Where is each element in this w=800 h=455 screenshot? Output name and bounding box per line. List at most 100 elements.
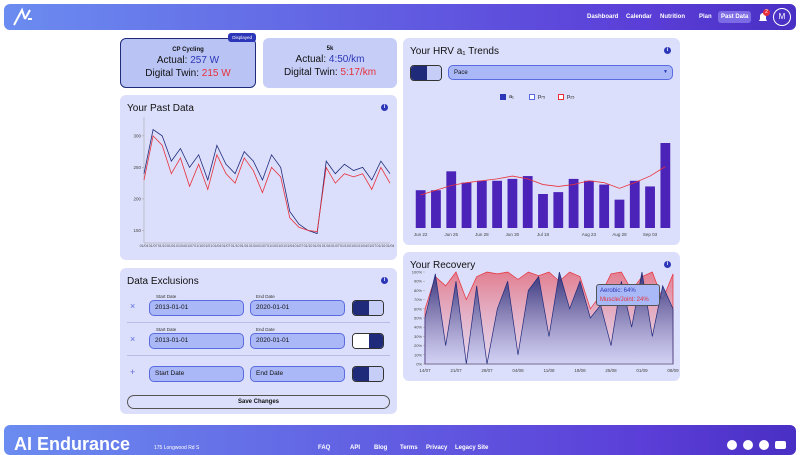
- x-tick-label: 01/04: [140, 244, 149, 248]
- field-label: End Date: [256, 294, 275, 299]
- label: Actual:: [295, 54, 327, 65]
- nav-link[interactable]: Nutrition: [660, 14, 685, 20]
- badge: Displayed: [228, 33, 256, 42]
- actual: Actual: 257 W: [121, 55, 255, 66]
- info-icon[interactable]: i: [381, 277, 388, 284]
- sport-toggle[interactable]: [352, 300, 384, 316]
- footer-link[interactable]: API: [350, 445, 361, 451]
- trend-line: [420, 166, 666, 196]
- twin: Digital Twin: 5:17/km: [263, 67, 397, 78]
- x-tick-label: 01/07: [258, 244, 267, 248]
- x-tick-label: 14/07: [419, 368, 431, 373]
- nav-link[interactable]: Dashboard: [587, 14, 619, 20]
- y-tick-label: 40%: [414, 325, 422, 330]
- x-tick-label: 01/10: [158, 244, 167, 248]
- remove-icon[interactable]: ×: [130, 334, 136, 344]
- run-option: [353, 367, 369, 381]
- dropdown[interactable]: Pace: [448, 65, 673, 80]
- checkbox[interactable]: [500, 94, 506, 100]
- info-icon[interactable]: i: [664, 47, 671, 54]
- facebook-icon[interactable]: [743, 440, 753, 450]
- x-tick-label: Jul 18: [537, 232, 550, 237]
- x-tick-label: 01/07: [367, 244, 376, 248]
- bar: [431, 190, 441, 228]
- value: 215 W: [201, 68, 231, 79]
- footer-link[interactable]: Terms: [400, 445, 418, 451]
- bar: [553, 192, 564, 228]
- youtube-icon[interactable]: [775, 441, 786, 449]
- sport-toggle[interactable]: [352, 366, 384, 382]
- save-button[interactable]: Save Changes: [127, 395, 390, 409]
- remove-icon[interactable]: ×: [130, 301, 136, 311]
- bike-option: [369, 301, 383, 315]
- nav-link-active[interactable]: Past Data: [718, 11, 752, 23]
- x-tick-label: Jun 28: [475, 232, 489, 237]
- y-tick-label: 10%: [414, 352, 422, 357]
- x-tick-label: 08/09: [667, 368, 679, 373]
- divider: [127, 322, 390, 323]
- checkbox[interactable]: [529, 94, 535, 100]
- x-tick-label: Sep 03: [643, 232, 658, 237]
- twin: Digital Twin: 215 W: [121, 68, 255, 79]
- instagram-icon[interactable]: [727, 440, 737, 450]
- value: 5:17/km: [340, 67, 377, 78]
- end-date-input[interactable]: End Date: [250, 366, 345, 382]
- value: 4:50/km: [328, 54, 365, 65]
- y-tick-label: 150: [133, 228, 141, 233]
- y-tick-label: 70%: [414, 297, 422, 302]
- bike-option[interactable]: [427, 66, 441, 80]
- x-tick-label: Jun 30: [506, 232, 520, 237]
- y-tick-label: 0%: [416, 362, 422, 367]
- sport-toggle[interactable]: [410, 65, 442, 81]
- tooltip-line: Muscle/Joint: 24%: [600, 297, 649, 303]
- bar: [599, 184, 610, 228]
- end-date-input[interactable]: 2020-01-01: [250, 333, 345, 349]
- y-tick-label: 250: [133, 165, 141, 170]
- add-icon[interactable]: +: [130, 367, 136, 377]
- actual: Actual: 4:50/km: [263, 54, 397, 65]
- x-tick-label: 01/01: [313, 244, 322, 248]
- bar: [629, 180, 640, 228]
- footer-link[interactable]: FAQ: [318, 445, 331, 451]
- run-option: [353, 301, 369, 315]
- 5k-card[interactable]: 5k Actual: 4:50/km Digital Twin: 5:17/km: [263, 38, 397, 88]
- footer-link[interactable]: Blog: [374, 445, 388, 451]
- cp-card[interactable]: Displayed CP Cycling Actual: 257 W Digit…: [120, 33, 256, 88]
- x-tick-label: Aug 23: [582, 232, 597, 237]
- x-tick-label: 04/08: [512, 368, 524, 373]
- run-option: [353, 334, 369, 348]
- x-tick-label: 01/07: [185, 244, 194, 248]
- x-tick-label: 01/01: [203, 244, 212, 248]
- field-label: End Date: [256, 327, 275, 332]
- info-icon[interactable]: i: [381, 104, 388, 111]
- footer-link[interactable]: Privacy: [426, 445, 448, 451]
- start-date-input[interactable]: Start Date: [149, 366, 244, 382]
- nav-link[interactable]: Plan: [699, 14, 712, 20]
- footer-link[interactable]: Legacy Site: [455, 445, 489, 451]
- avatar[interactable]: M: [773, 8, 791, 26]
- recovery-card: Your Recovery i 0% 10% 20% 30% 40% 50% 60% 70% 8…: [403, 252, 680, 381]
- start-date-input[interactable]: 2013-01-01: [149, 300, 244, 316]
- info-icon[interactable]: i: [664, 261, 671, 268]
- x-tick-label: 18/08: [574, 368, 586, 373]
- twitter-icon[interactable]: [759, 440, 769, 450]
- y-tick-label: 100%: [412, 270, 423, 275]
- run-option[interactable]: [411, 66, 427, 80]
- footer: AI Endurance 175 Longwood Rd S FAQ API B…: [4, 425, 796, 455]
- x-tick-label: 01/04: [285, 244, 294, 248]
- x-tick-label: 25/08: [605, 368, 617, 373]
- value: 257 W: [190, 55, 220, 66]
- x-tick-label: Jun 25: [444, 232, 458, 237]
- sport-toggle[interactable]: [352, 333, 384, 349]
- card-title: Your Past Data: [127, 103, 194, 114]
- nav-link[interactable]: Calendar: [626, 14, 652, 20]
- notification-badge: 2: [763, 9, 770, 16]
- start-date-input[interactable]: 2013-01-01: [149, 333, 244, 349]
- bar: [415, 190, 426, 228]
- x-tick-label: 28/07: [481, 368, 493, 373]
- bar: [476, 180, 487, 228]
- end-date-input[interactable]: 2020-01-01: [250, 300, 345, 316]
- checkbox[interactable]: [558, 94, 564, 100]
